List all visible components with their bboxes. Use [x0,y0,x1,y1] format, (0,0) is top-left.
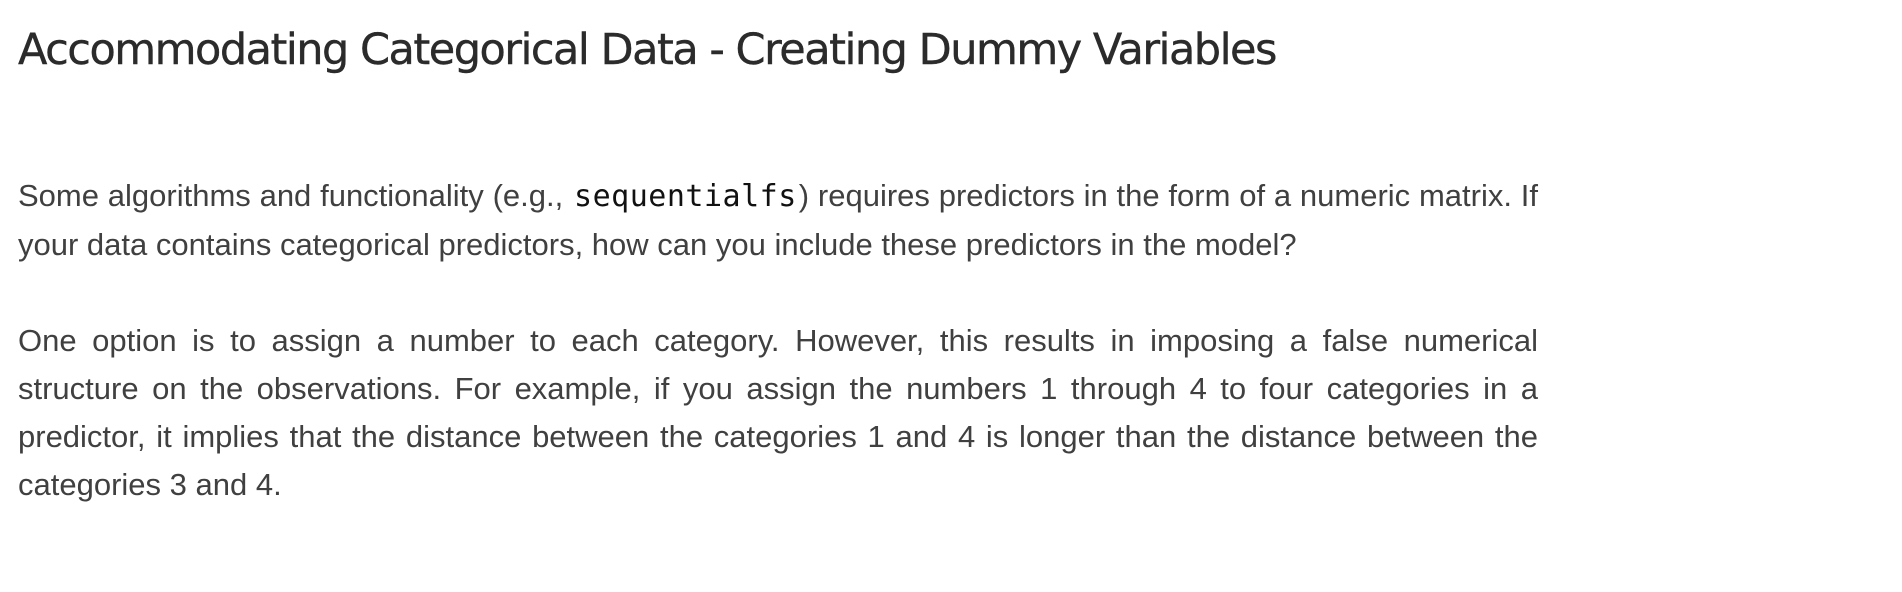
page-title: Accommodating Categorical Data - Creatin… [18,25,1278,75]
document-page: Accommodating Categorical Data - Creatin… [18,0,1538,509]
paragraph-intro-text-before: Some algorithms and functionality (e.g., [18,178,573,213]
paragraph-intro-text-after: ) requires predictors in the form of a n… [18,178,1538,262]
paragraph-intro: Some algorithms and functionality (e.g.,… [18,172,1538,269]
inline-code-sequentialfs: sequentialfs [574,179,797,214]
paragraph-option: One option is to assign a number to each… [18,323,1538,502]
